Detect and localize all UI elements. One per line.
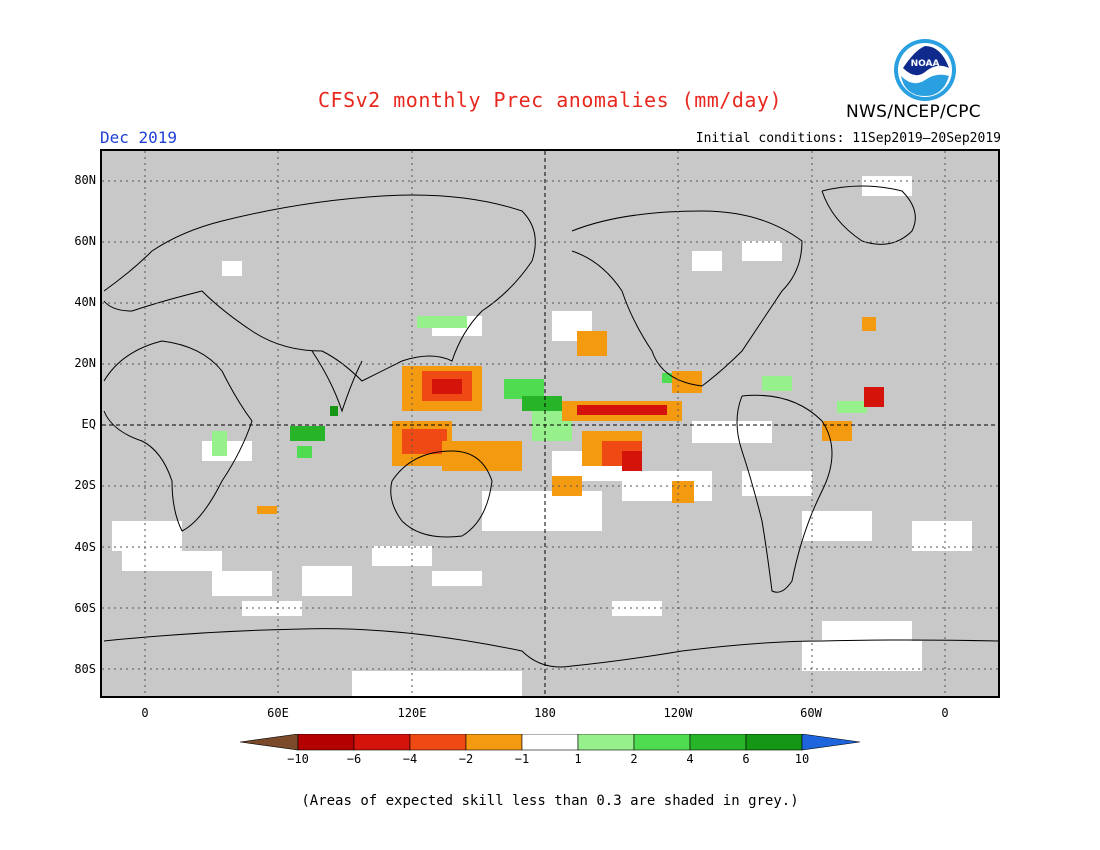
anomaly-map [100,149,1000,698]
colorbar-label: −2 [458,752,474,766]
noaa-logo: NOAA [894,39,956,101]
lat-label-eq: EQ [81,417,96,431]
lon-label-60w: 60W [800,706,822,720]
lon-label-0-right: 0 [941,706,949,720]
map-gridlines [102,151,998,696]
colorbar-label: 10 [794,752,810,766]
dry-anomalies [257,317,884,514]
lon-label-0: 0 [141,706,149,720]
agency-label: NWS/NCEP/CPC [846,102,981,122]
colorbar-label: 1 [574,752,582,766]
lat-label-80s: 80S [74,662,96,676]
equator-dateline [102,151,998,696]
colorbar-label: −4 [402,752,418,766]
lat-label-20n: 20N [74,356,96,370]
colorbar-label: −10 [287,752,309,766]
colorbar [240,734,861,751]
lon-label-120w: 120W [663,706,693,720]
lon-label-180: 180 [534,706,556,720]
lat-label-20s: 20S [74,478,96,492]
lon-label-60e: 60E [267,706,289,720]
lat-label-40s: 40S [74,540,96,554]
forecast-month: Dec 2019 [100,128,178,147]
colorbar-label: −6 [346,752,362,766]
near-zero-areas [112,176,972,696]
lat-label-60s: 60S [74,601,96,615]
lat-label-40n: 40N [74,295,96,309]
colorbar-label: 6 [742,752,750,766]
lat-label-80n: 80N [74,173,96,187]
coastlines [103,185,998,668]
colorbar-label: 2 [630,752,638,766]
chart-title: CFSv2 monthly Prec anomalies (mm/day) [317,88,783,112]
skill-note: (Areas of expected skill less than 0.3 a… [301,793,799,809]
lat-label-60n: 60N [74,234,96,248]
svg-text:NOAA: NOAA [911,59,940,69]
map-canvas [102,151,998,696]
initial-conditions: Initial conditions: 11Sep2019–20Sep2019 [695,131,1001,146]
colorbar-label: 4 [686,752,694,766]
lon-label-120e: 120E [397,706,427,720]
colorbar-label: −1 [514,752,530,766]
